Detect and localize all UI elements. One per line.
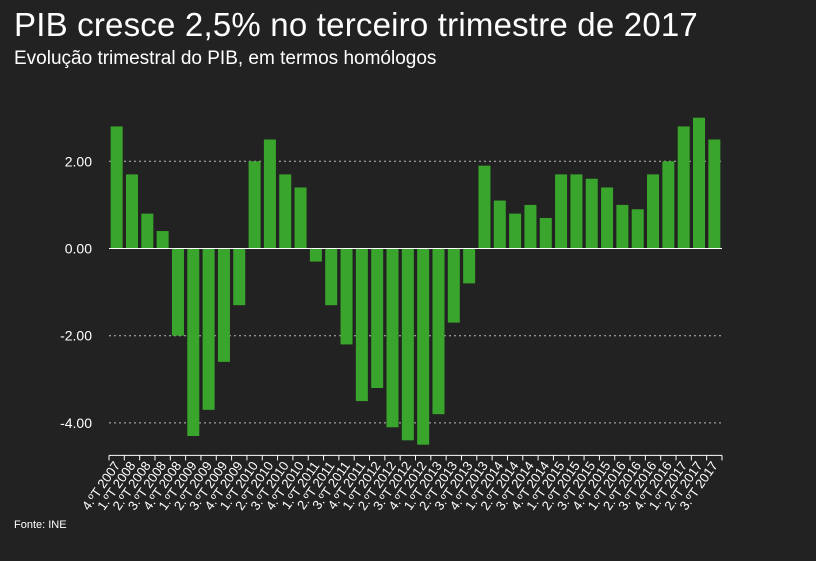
bar xyxy=(340,248,353,345)
bar xyxy=(294,187,307,249)
bar xyxy=(662,161,675,249)
bars xyxy=(110,117,721,445)
bar xyxy=(493,200,506,249)
bar xyxy=(585,178,598,249)
bar xyxy=(601,187,614,249)
y-tick-label: 0.00 xyxy=(65,241,92,257)
y-tick-label: -4.00 xyxy=(60,415,92,431)
bar xyxy=(524,204,537,249)
y-tick-labels: 2.00 0.00 -2.00 -4.00 xyxy=(60,153,92,431)
bar xyxy=(401,248,414,441)
bar xyxy=(110,126,123,249)
bar xyxy=(693,117,706,249)
bar xyxy=(647,174,660,249)
bar xyxy=(141,213,154,249)
bar xyxy=(616,204,629,249)
bar xyxy=(539,217,552,249)
bar xyxy=(187,248,200,436)
bar xyxy=(509,213,522,249)
bar xyxy=(202,248,215,410)
bar xyxy=(233,248,246,306)
bar xyxy=(677,126,690,249)
bar xyxy=(570,174,583,249)
bar xyxy=(325,248,338,306)
bar xyxy=(417,248,430,445)
axes xyxy=(108,248,723,461)
bar xyxy=(248,161,261,249)
bar xyxy=(386,248,399,428)
bar xyxy=(555,174,568,249)
bar xyxy=(263,139,276,249)
bar xyxy=(631,209,644,249)
bar xyxy=(217,248,230,362)
gridlines xyxy=(109,160,722,424)
bar xyxy=(156,231,169,249)
bar xyxy=(478,165,491,249)
bar xyxy=(447,248,460,323)
bar xyxy=(432,248,445,415)
bar xyxy=(463,248,476,284)
y-tick-label: -2.00 xyxy=(60,328,92,344)
bar xyxy=(171,248,184,336)
chart-title: PIB cresce 2,5% no terceiro trimestre de… xyxy=(14,6,698,43)
y-tick-label: 2.00 xyxy=(65,153,92,169)
bar xyxy=(279,174,292,249)
bar xyxy=(309,248,322,262)
bar xyxy=(708,139,721,249)
source-note: Fonte: INE xyxy=(14,519,67,531)
bar xyxy=(125,174,138,249)
chart-subtitle: Evolução trimestral do PIB, em termos ho… xyxy=(14,48,437,69)
bar xyxy=(371,248,384,389)
bar xyxy=(355,248,368,402)
